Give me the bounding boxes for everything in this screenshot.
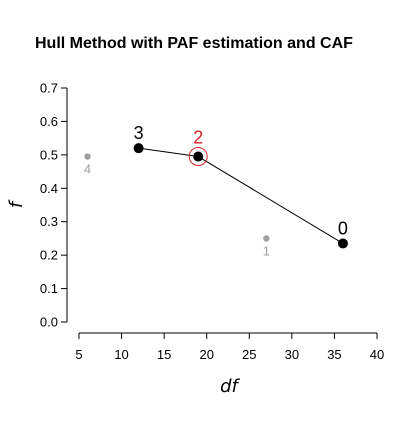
data-point-3: [133, 143, 144, 154]
hull-segment: [138, 147, 199, 158]
y-tick-label: 0.6: [40, 114, 58, 129]
point-label-2: 2: [193, 128, 203, 148]
y-tick-label: 0.0: [40, 315, 58, 330]
data-point-4: [84, 153, 91, 160]
selected-point-ring: [188, 147, 208, 167]
data-point-0: [337, 238, 348, 249]
point-label-4: 4: [84, 162, 91, 177]
chart-title: Hull Method with PAF estimation and CAF: [35, 35, 353, 52]
x-tick-label: 40: [370, 347, 384, 362]
data-point-2: [193, 151, 204, 162]
point-label-3: 3: [134, 123, 144, 143]
data-points: 0 1 2 3 4: [84, 123, 348, 258]
y-tick-label: 0.2: [40, 248, 58, 263]
x-tick-label: 35: [327, 347, 341, 362]
point-label-1: 1: [263, 243, 270, 258]
x-tick-label: 20: [199, 347, 213, 362]
point-label-0: 0: [338, 218, 348, 238]
x-tick-label: 5: [75, 347, 82, 362]
x-axis-label: df: [220, 376, 240, 397]
y-tick-label: 0.4: [40, 181, 58, 196]
y-axis: 0.0 0.1 0.2 0.3 0.4 0.5 0.6 0.7: [40, 81, 68, 330]
x-tick-label: 10: [114, 347, 128, 362]
y-tick-label: 0.7: [40, 81, 58, 96]
y-tick-label: 0.1: [40, 281, 58, 296]
x-tick-label: 15: [157, 347, 171, 362]
x-tick-label: 30: [285, 347, 299, 362]
hull-line-group: [138, 147, 344, 244]
data-point-1: [263, 235, 270, 242]
y-tick-label: 0.5: [40, 147, 58, 162]
y-tick-label: 0.3: [40, 214, 58, 229]
y-axis-label: f: [6, 199, 27, 208]
x-tick-label: 25: [242, 347, 256, 362]
x-axis: 5 10 15 20 25 30 35 40: [75, 332, 384, 362]
hull-segment: [197, 156, 344, 244]
